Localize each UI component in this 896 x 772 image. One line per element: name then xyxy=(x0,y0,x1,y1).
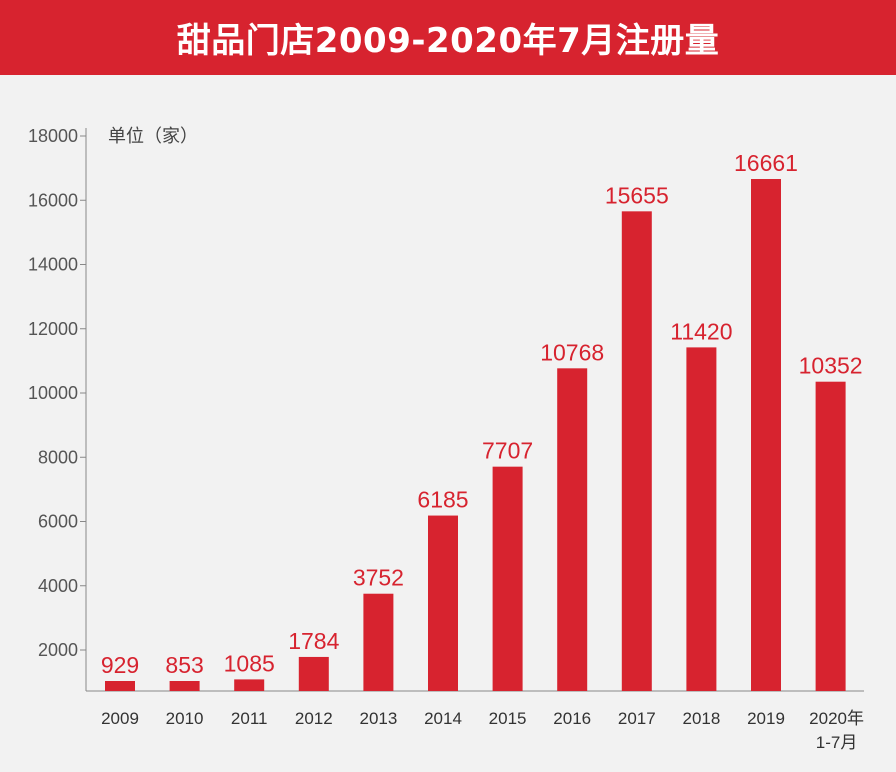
y-tick-label: 4000 xyxy=(38,576,78,596)
bar xyxy=(751,179,781,691)
bar xyxy=(492,466,523,691)
data-label: 15655 xyxy=(605,182,669,208)
x-tick-label: 2018 xyxy=(682,709,720,728)
bar xyxy=(169,681,200,691)
y-tick-label: 6000 xyxy=(38,512,78,532)
title-banner: 甜品门店2009-2020年7月注册量 xyxy=(0,0,896,75)
bar xyxy=(428,515,458,691)
x-tick-label: 2012 xyxy=(295,709,333,728)
data-label: 16661 xyxy=(734,150,798,176)
y-tick-label: 18000 xyxy=(28,126,78,146)
bar xyxy=(815,381,846,691)
x-tick-label: 2011 xyxy=(231,709,268,728)
bar xyxy=(621,211,652,691)
data-label: 1784 xyxy=(288,628,339,654)
bar xyxy=(105,681,135,691)
y-axis-unit-label: 单位（家） xyxy=(108,126,198,147)
bar xyxy=(557,368,588,691)
y-tick-label: 16000 xyxy=(28,190,78,210)
bar xyxy=(234,679,265,691)
bar xyxy=(686,347,717,691)
data-label: 11420 xyxy=(670,318,732,344)
y-tick-label: 10000 xyxy=(28,383,78,403)
x-tick-label: 2014 xyxy=(424,709,462,728)
y-tick-label: 2000 xyxy=(38,640,78,660)
y-tick-label: 8000 xyxy=(38,447,78,467)
data-label: 929 xyxy=(101,652,139,678)
bar xyxy=(298,656,329,691)
x-tick-label: 2019 xyxy=(747,709,785,728)
data-label: 853 xyxy=(165,652,203,678)
bar xyxy=(363,593,394,691)
x-tick-label: 2016 xyxy=(553,709,591,728)
x-tick-label: 2013 xyxy=(359,709,397,728)
data-label: 7707 xyxy=(482,438,533,464)
x-tick-label: 2010 xyxy=(166,709,204,728)
chart-title: 甜品门店2009-2020年7月注册量 xyxy=(176,21,720,61)
y-tick-label: 12000 xyxy=(28,319,78,339)
x-tick-label: 1-7月 xyxy=(816,733,858,752)
data-label: 10352 xyxy=(799,353,863,379)
x-tick-label: 2020年 xyxy=(809,709,864,728)
x-tick-label: 2015 xyxy=(489,709,527,728)
data-label: 1085 xyxy=(224,650,275,676)
data-label: 10768 xyxy=(540,339,604,365)
y-tick-label: 14000 xyxy=(28,255,78,275)
x-tick-label: 2017 xyxy=(618,709,656,728)
x-tick-label: 2009 xyxy=(101,709,139,728)
data-label: 6185 xyxy=(417,487,468,513)
data-label: 3752 xyxy=(353,565,404,591)
